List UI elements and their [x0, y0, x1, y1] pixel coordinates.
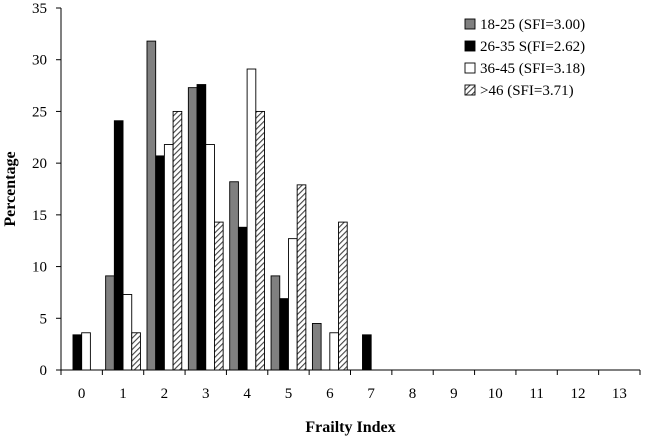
bar-series-4 [172, 110, 183, 371]
x-tick-label: 3 [202, 386, 210, 402]
y-tick-label: 10 [32, 260, 47, 276]
x-tick-label: 10 [488, 386, 503, 402]
bar-series-2 [72, 334, 83, 371]
bar-series-2 [155, 155, 165, 371]
x-tick-label: 2 [161, 386, 169, 402]
legend-swatch [464, 40, 476, 52]
bar-series-2 [279, 298, 289, 371]
bar-series-3 [122, 294, 133, 371]
y-tick-label: 20 [32, 156, 47, 172]
y-tick-label: 0 [40, 363, 48, 379]
x-tick-label: 6 [326, 386, 334, 402]
bar-series-3 [329, 332, 339, 371]
bar-series-2 [113, 120, 124, 371]
bar-series-1 [270, 275, 281, 371]
bar-series-3 [205, 144, 215, 371]
bar-series-3 [81, 332, 91, 371]
bar-series-2 [362, 334, 372, 371]
bar-series-3 [163, 144, 174, 371]
legend-swatch [464, 84, 476, 96]
legend-swatch [464, 62, 476, 74]
bar-series-1 [311, 323, 322, 371]
bar-series-1 [105, 275, 115, 371]
bar-series-4 [131, 332, 141, 371]
bar-series-3 [246, 68, 257, 371]
x-tick-label: 13 [612, 386, 627, 402]
x-tick-label: 12 [570, 386, 585, 402]
legend-swatch [464, 18, 476, 30]
legend: 18-25 (SFI=3.00) 26-35 S(FI=2.62) 36-45 (S… [464, 17, 585, 99]
bar-series-2 [237, 226, 248, 371]
legend-label: >46 (SFI=3.71) [480, 83, 574, 99]
x-tick-label: 5 [285, 386, 293, 402]
legend-label: 18-25 (SFI=3.00) [480, 17, 585, 33]
y-tick-label: 25 [32, 104, 47, 120]
bar-series-1 [146, 40, 157, 371]
x-tick-label: 11 [529, 386, 543, 402]
bar-series-3 [288, 238, 298, 371]
bar-series-4 [213, 221, 224, 371]
bar-series-2 [196, 84, 207, 371]
x-axis-title: Frailty Index [305, 419, 395, 436]
bar-series-4 [296, 184, 307, 371]
x-tick-label: 7 [367, 386, 375, 402]
y-tick-label: 35 [32, 1, 47, 17]
legend-label: 36-45 (SFI=3.18) [480, 61, 585, 77]
bar-series-4 [255, 110, 265, 371]
y-axis-title: Percentage [2, 151, 19, 226]
legend-label: 26-35 S(FI=2.62) [480, 39, 585, 55]
y-tick-label: 15 [32, 208, 47, 224]
bar-series-1 [229, 181, 239, 371]
x-tick-label: 4 [243, 386, 251, 402]
bar-series-4 [338, 221, 348, 371]
x-tick-label: 8 [409, 386, 417, 402]
bar-series-1 [187, 87, 198, 371]
x-tick-label: 1 [119, 386, 127, 402]
y-tick-label: 30 [32, 53, 47, 69]
x-tick-label: 9 [450, 386, 458, 402]
x-tick-label: 0 [78, 386, 86, 402]
y-tick-label: 5 [40, 311, 48, 327]
bars [72, 40, 372, 371]
